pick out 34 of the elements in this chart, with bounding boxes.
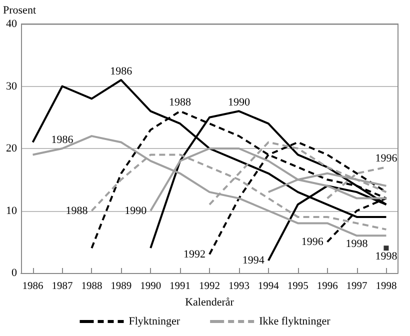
annotation: 1998 — [375, 250, 398, 263]
x-tick-label: 1987 — [52, 281, 73, 292]
annotation: 1986 — [51, 134, 74, 146]
annotation: 1988 — [169, 96, 192, 109]
annotation: 1998 — [346, 238, 368, 250]
x-axis-title: Kalenderår — [185, 296, 234, 308]
annotation: 1996 — [375, 152, 398, 165]
x-tick-label: 1995 — [287, 281, 308, 292]
annotation: 1990 — [124, 204, 148, 217]
x-tick-label: 1996 — [316, 281, 338, 292]
annotation: 1992 — [184, 248, 206, 260]
x-tick-label: 1988 — [81, 281, 102, 292]
x-tick-label: 1998 — [376, 281, 397, 292]
annotation: 1990 — [228, 96, 250, 109]
x-tick-label: 1993 — [228, 281, 250, 292]
x-tick-label: 1990 — [140, 281, 162, 292]
y-tick-label: 30 — [6, 80, 18, 92]
x-tick-label: 1989 — [110, 281, 132, 292]
x-tick-label: 1992 — [199, 281, 220, 292]
y-tick-label: 20 — [6, 142, 18, 154]
x-tick-label: 1991 — [170, 281, 191, 292]
y-tick-label: 40 — [6, 18, 18, 30]
x-tick-label: 1994 — [258, 281, 280, 292]
y-tick-label: 0 — [12, 267, 18, 279]
annotation: 1994 — [242, 254, 265, 267]
legend-label: Ikke flyktninger — [259, 316, 331, 328]
legend-label: Flyktninger — [128, 316, 180, 328]
y-axis-title: Prosent — [3, 4, 36, 16]
y-tick-label: 10 — [6, 204, 18, 217]
x-tick-label: 1997 — [346, 281, 368, 292]
annotation: 1988 — [66, 204, 88, 217]
annotation: 1996 — [301, 236, 324, 248]
annotation: 1986 — [110, 66, 133, 78]
x-tick-label: 1986 — [22, 281, 44, 292]
